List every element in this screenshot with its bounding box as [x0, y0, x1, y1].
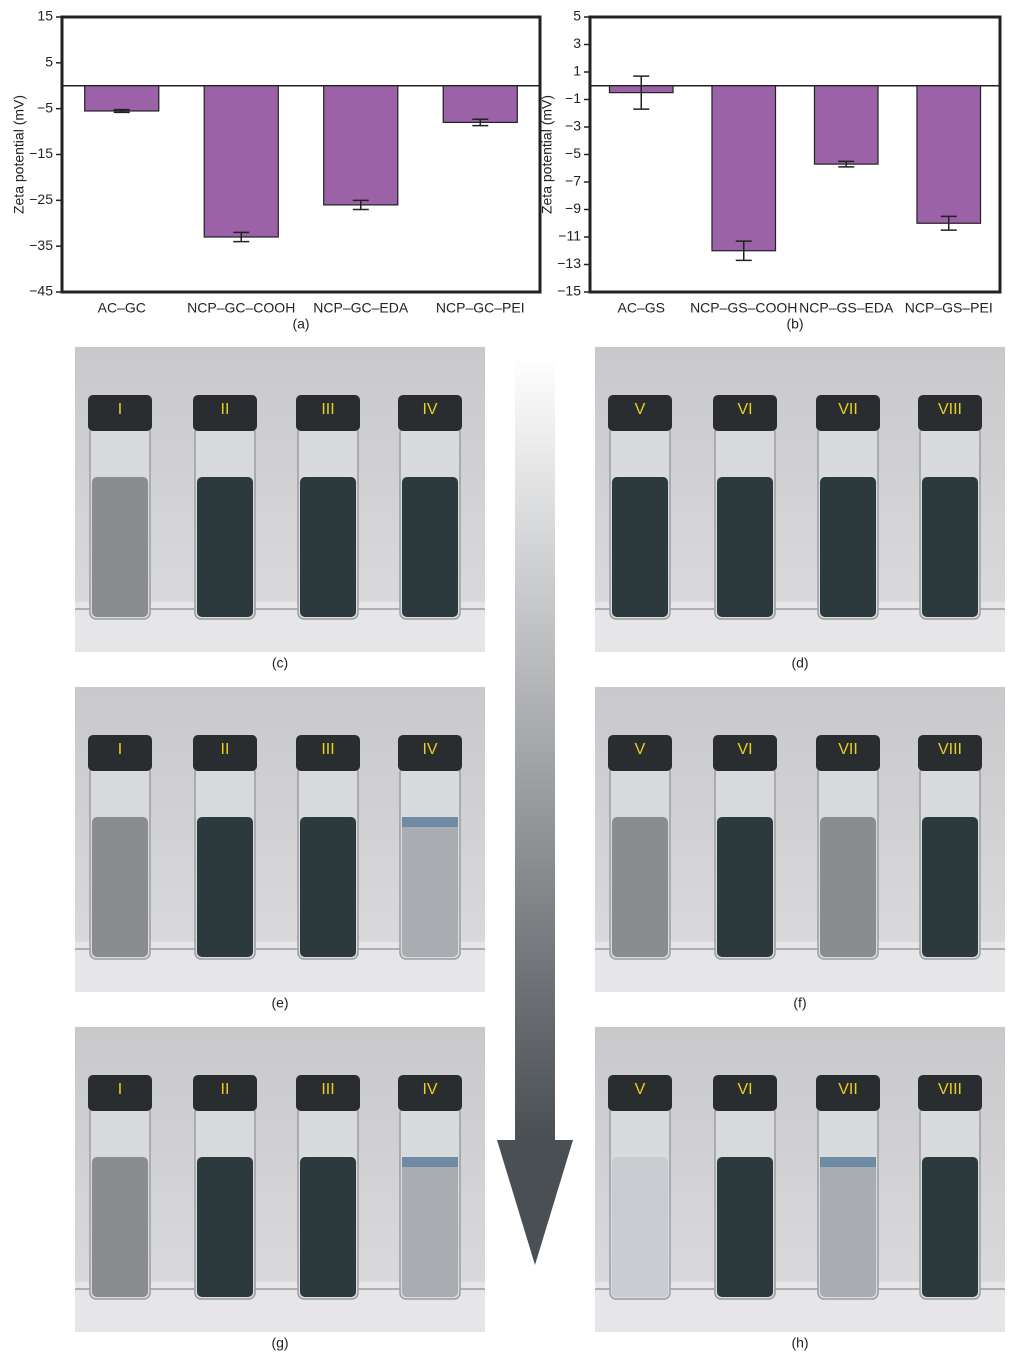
- sediment-band: [402, 1157, 458, 1167]
- y-tick-label: 3: [573, 35, 581, 51]
- vial-label: VI: [737, 1081, 752, 1098]
- bar: [814, 86, 878, 164]
- vial-label: II: [221, 741, 230, 758]
- vial-liquid: [402, 1157, 458, 1297]
- vial-liquid: [612, 477, 668, 617]
- y-tick-label: 1: [573, 63, 581, 79]
- bar: [324, 86, 398, 205]
- vial-liquid: [300, 477, 356, 617]
- x-tick-label: AC–GC: [98, 300, 146, 316]
- caption: (b): [786, 316, 803, 332]
- vial-label: VIII: [938, 401, 962, 418]
- bar: [917, 86, 981, 224]
- sediment-band: [402, 817, 458, 827]
- vial-liquid: [717, 1157, 773, 1297]
- y-tick-label: −15: [29, 145, 53, 161]
- plot-frame: [62, 17, 540, 292]
- y-tick-label: −11: [558, 228, 581, 244]
- vial-liquid: [820, 817, 876, 957]
- vial-label: II: [221, 1081, 230, 1098]
- vial-liquid: [922, 817, 978, 957]
- vial-label: V: [635, 741, 646, 758]
- time-arrow-head: [497, 1140, 573, 1265]
- vial-label: VII: [838, 401, 858, 418]
- x-tick-label: NCP–GS–EDA: [799, 300, 894, 316]
- y-tick-label: −25: [29, 191, 53, 207]
- y-tick-label: −5: [37, 99, 53, 115]
- vial-label: V: [635, 1081, 646, 1098]
- x-tick-label: NCP–GS–PEI: [905, 300, 993, 316]
- vial-liquid: [402, 817, 458, 957]
- figure: 155−5−15−25−35−45AC–GCNCP–GC–COOHNCP–GC–…: [0, 0, 1029, 1357]
- y-tick-label: −15: [557, 283, 581, 299]
- y-tick-label: 15: [37, 8, 53, 24]
- vial-label: VI: [737, 401, 752, 418]
- y-tick-label: −1: [565, 90, 581, 106]
- caption: (h): [791, 1335, 808, 1351]
- y-axis-label: Zeta potential (mV): [11, 95, 27, 214]
- caption: (f): [793, 995, 806, 1011]
- vial-liquid: [612, 1157, 668, 1297]
- y-tick-label: −9: [565, 200, 581, 216]
- x-tick-label: NCP–GS–COOH: [690, 300, 797, 316]
- vial-label: III: [321, 1081, 334, 1098]
- bar: [443, 86, 517, 123]
- vial-label: I: [118, 401, 122, 418]
- vial-liquid: [197, 817, 253, 957]
- bar: [85, 86, 159, 111]
- y-tick-label: 5: [45, 54, 53, 70]
- time-arrow-shaft: [515, 355, 555, 1140]
- caption: (e): [271, 995, 288, 1011]
- vial-label: VIII: [938, 741, 962, 758]
- vial-liquid: [197, 477, 253, 617]
- caption: (g): [271, 1335, 288, 1351]
- caption: (a): [292, 316, 309, 332]
- vial-label: III: [321, 401, 334, 418]
- vial-label: VI: [737, 741, 752, 758]
- vial-liquid: [92, 1157, 148, 1297]
- y-tick-label: −45: [29, 283, 53, 299]
- vial-liquid: [92, 477, 148, 617]
- vial-label: II: [221, 401, 230, 418]
- y-tick-label: −35: [29, 237, 53, 253]
- caption: (d): [791, 655, 808, 671]
- vial-liquid: [92, 817, 148, 957]
- bar: [204, 86, 278, 237]
- vial-liquid: [820, 477, 876, 617]
- vial-liquid: [197, 1157, 253, 1297]
- vial-liquid: [922, 1157, 978, 1297]
- vial-liquid: [300, 817, 356, 957]
- y-tick-label: −5: [565, 145, 581, 161]
- vial-label: V: [635, 401, 646, 418]
- caption: (c): [272, 655, 288, 671]
- x-tick-label: NCP–GC–EDA: [313, 300, 409, 316]
- y-tick-label: −7: [565, 173, 581, 189]
- vial-liquid: [717, 477, 773, 617]
- vial-label: I: [118, 1081, 122, 1098]
- y-tick-label: 5: [573, 8, 581, 24]
- vial-label: VII: [838, 741, 858, 758]
- y-axis-label: Zeta potential (mV): [539, 95, 555, 214]
- vial-liquid: [717, 817, 773, 957]
- vial-label: III: [321, 741, 334, 758]
- vial-liquid: [300, 1157, 356, 1297]
- x-tick-label: AC–GS: [618, 300, 665, 316]
- vial-liquid: [922, 477, 978, 617]
- y-tick-label: −13: [557, 255, 581, 271]
- vial-label: IV: [422, 1081, 437, 1098]
- x-tick-label: NCP–GC–PEI: [436, 300, 525, 316]
- vial-liquid: [612, 817, 668, 957]
- sediment-band: [820, 1157, 876, 1167]
- vial-label: IV: [422, 741, 437, 758]
- vial-label: IV: [422, 401, 437, 418]
- vial-label: VIII: [938, 1081, 962, 1098]
- vial-label: VII: [838, 1081, 858, 1098]
- x-tick-label: NCP–GC–COOH: [187, 300, 295, 316]
- bar: [712, 86, 776, 251]
- vial-liquid: [402, 477, 458, 617]
- vial-liquid: [820, 1157, 876, 1297]
- y-tick-label: −3: [565, 118, 581, 134]
- vial-label: I: [118, 741, 122, 758]
